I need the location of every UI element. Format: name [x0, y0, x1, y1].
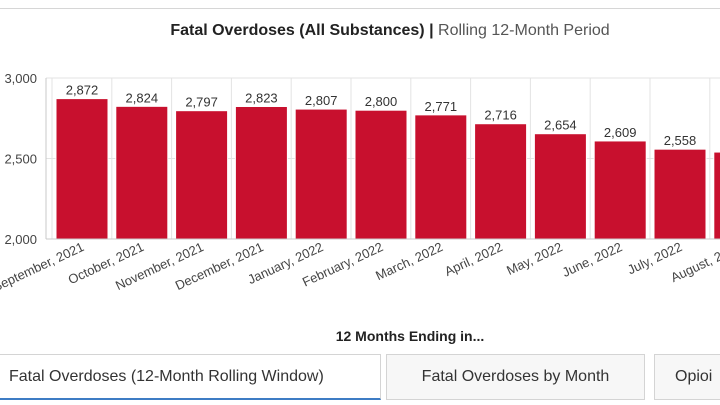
y-tick-label: 2,500 [4, 152, 37, 167]
chart-title-main: Fatal Overdoses (All Substances) [170, 22, 425, 39]
data-label: 2,872 [66, 83, 99, 98]
bar-chart: 2,000 2,500 3,000 2,872 2,824 2,797 2,823 2,807… [0, 71, 720, 295]
y-tick-label: 3,000 [4, 71, 37, 86]
bar [593, 140, 647, 240]
x-tick-label: April, 2022 [442, 239, 505, 279]
bar [175, 110, 229, 240]
x-tick-label: May, 2022 [504, 239, 564, 278]
x-tick-label: June, 2022 [560, 239, 625, 280]
tab-label: Opioi [675, 368, 713, 385]
bar [354, 109, 408, 240]
data-label: 2,797 [185, 95, 218, 110]
data-label: 2,771 [425, 99, 458, 114]
data-label: 2,558 [664, 133, 697, 148]
bar [474, 123, 528, 240]
data-label: 2,654 [544, 118, 577, 133]
data-label: 2,800 [365, 94, 398, 109]
x-tick-label: March, 2022 [373, 239, 445, 283]
data-label: 2,807 [305, 93, 338, 108]
data-label: 2,823 [245, 90, 278, 105]
tab-label: Fatal Overdoses (12-Month Rolling Window… [9, 368, 324, 385]
bar [234, 105, 288, 240]
chart-title-separator: | [429, 22, 434, 39]
bar [55, 98, 109, 240]
chart-title: Fatal Overdoses (All Substances) | Rolli… [0, 22, 720, 40]
bar [653, 148, 707, 240]
data-label: 2,609 [604, 125, 637, 140]
data-label: 2,716 [484, 108, 517, 123]
tab-fatal-overdoses-by-month[interactable]: Fatal Overdoses by Month [386, 354, 645, 400]
bar [533, 133, 587, 240]
bar [294, 108, 348, 240]
tab-fatal-overdoses-rolling[interactable]: Fatal Overdoses (12-Month Rolling Window… [0, 354, 381, 400]
tab-opioids[interactable]: Opioi [654, 354, 720, 400]
bar [414, 114, 468, 240]
y-tick-label: 2,000 [4, 232, 37, 247]
bar [115, 105, 169, 240]
tab-bar: Fatal Overdoses (12-Month Rolling Window… [0, 352, 720, 405]
x-axis-title: 12 Months Ending in... [335, 328, 485, 344]
data-label: 2,824 [126, 90, 159, 105]
chart-title-subtitle: Rolling 12-Month Period [438, 22, 610, 39]
tab-label: Fatal Overdoses by Month [421, 368, 610, 385]
top-divider [0, 0, 720, 9]
bar [713, 151, 720, 240]
